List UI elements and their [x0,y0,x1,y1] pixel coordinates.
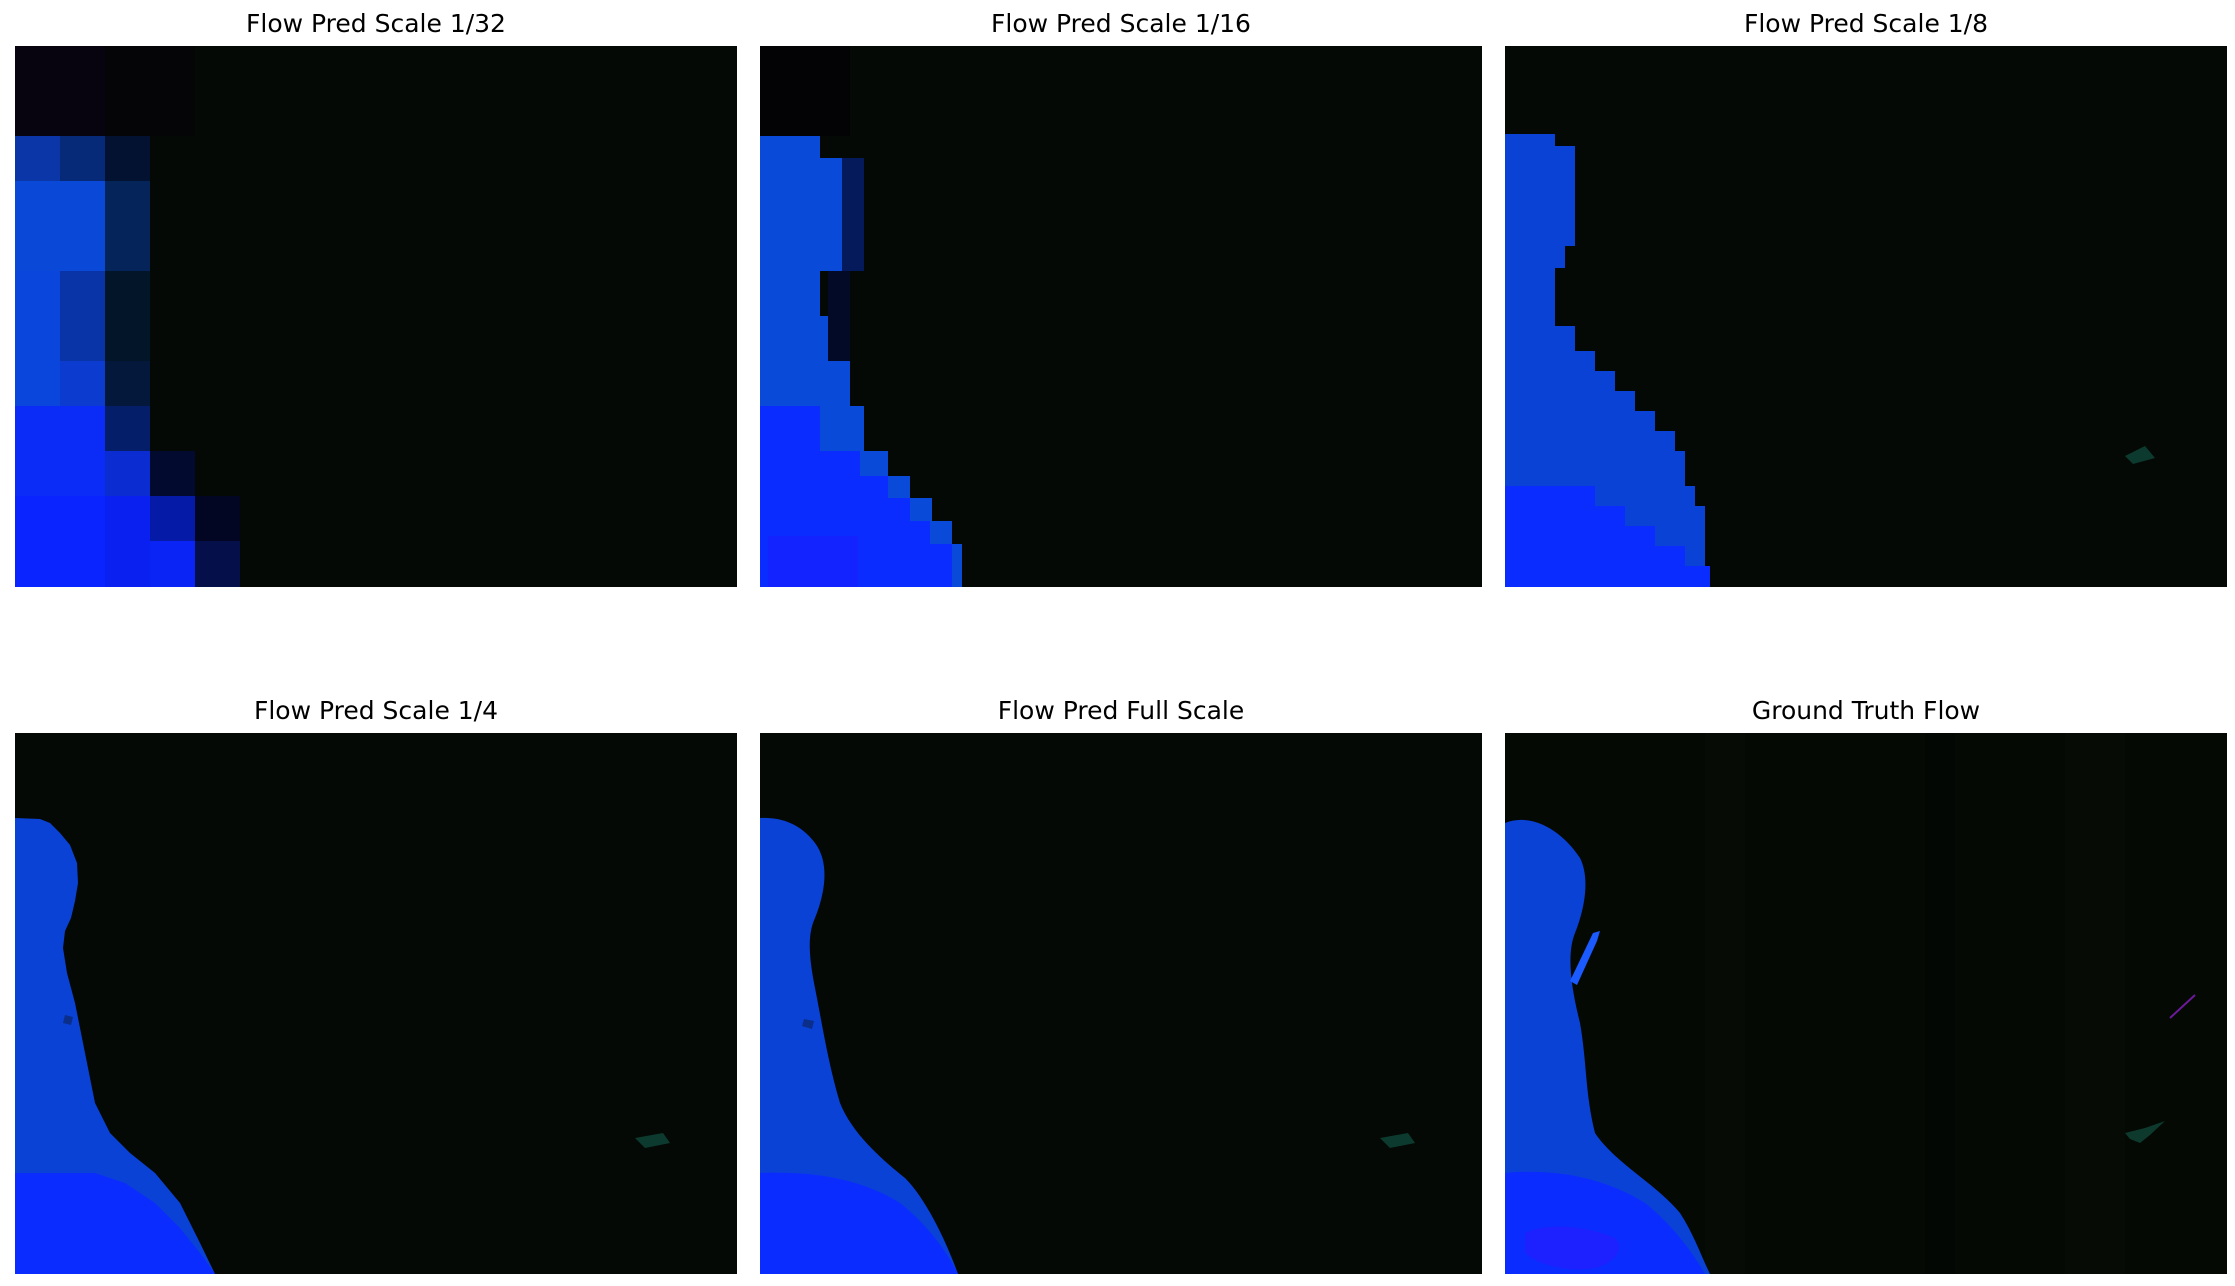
flow-image [15,46,737,587]
flow-image [1505,733,2227,1274]
flow-panel-full-scale: Flow Pred Full Scale [760,696,1482,1274]
panel-title: Flow Pred Scale 1/16 [991,9,1251,38]
panel-title: Flow Pred Scale 1/4 [253,696,499,725]
panel-title: Flow Pred Scale 1/32 [246,9,506,38]
flow-image [760,733,1482,1274]
flow-panel-scale-1-32: Flow Pred Scale 1/32 [15,9,737,587]
flow-panel-scale-1-16: Flow Pred Scale 1/16 [760,9,1482,587]
panel-title: Flow Pred Scale 1/8 [1743,9,1989,38]
panel-title: Flow Pred Full Scale [997,696,1245,725]
flow-panel-scale-1-8: Flow Pred Scale 1/8 [1505,9,2227,587]
flow-image [760,46,1482,587]
ground-truth-flow-panel: Ground Truth Flow [1505,696,2227,1274]
flow-image [1505,46,2227,587]
panel-title: Ground Truth Flow [1751,696,1981,725]
flow-image [15,733,737,1274]
flow-panel-scale-1-4: Flow Pred Scale 1/4 [15,696,737,1274]
